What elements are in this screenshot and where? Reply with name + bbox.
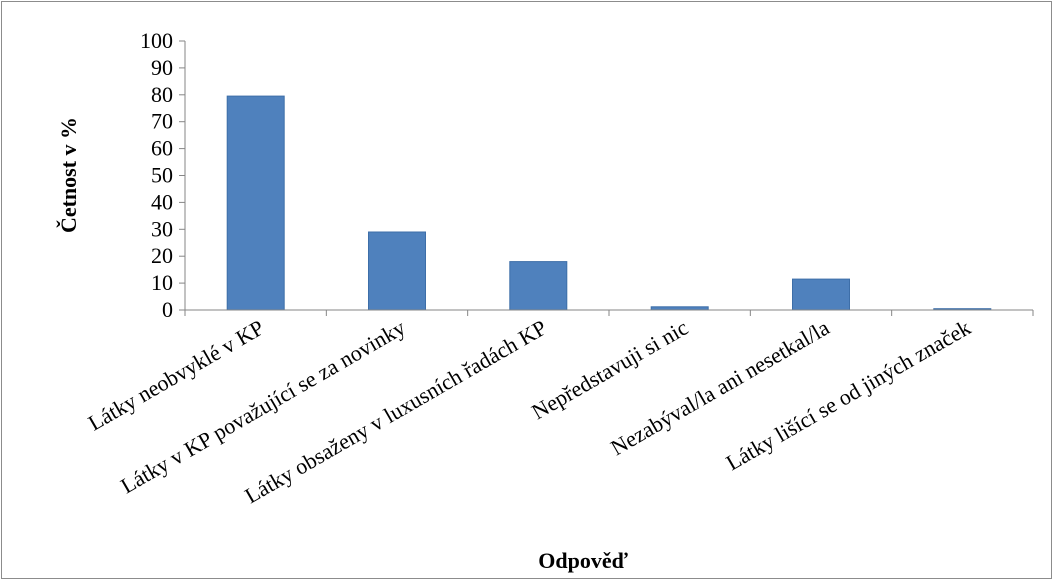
y-tick-label: 90 [151,55,173,80]
y-tick-label: 40 [151,189,173,214]
y-axis-title: Četnost v % [56,117,81,233]
bar-1 [226,95,285,311]
x-category-label: Látky v KP považující se za novinky [116,315,409,499]
bar-2 [368,231,426,311]
y-tick-label: 30 [151,216,173,241]
y-tick-label: 70 [151,109,173,134]
y-tick-label: 20 [151,243,173,268]
bar-5 [792,278,850,311]
y-tick-label: 50 [151,163,173,188]
x-axis-title: Odpověď [538,548,628,573]
y-tick-label: 100 [140,28,173,53]
x-category-label: Látky lišící se od jiných značek [722,315,975,476]
y-tick-label: 60 [151,136,173,161]
y-tick-label: 0 [162,297,173,322]
bar-3 [509,261,568,311]
y-tick-label: 10 [151,270,173,295]
y-tick-label: 80 [151,82,173,107]
